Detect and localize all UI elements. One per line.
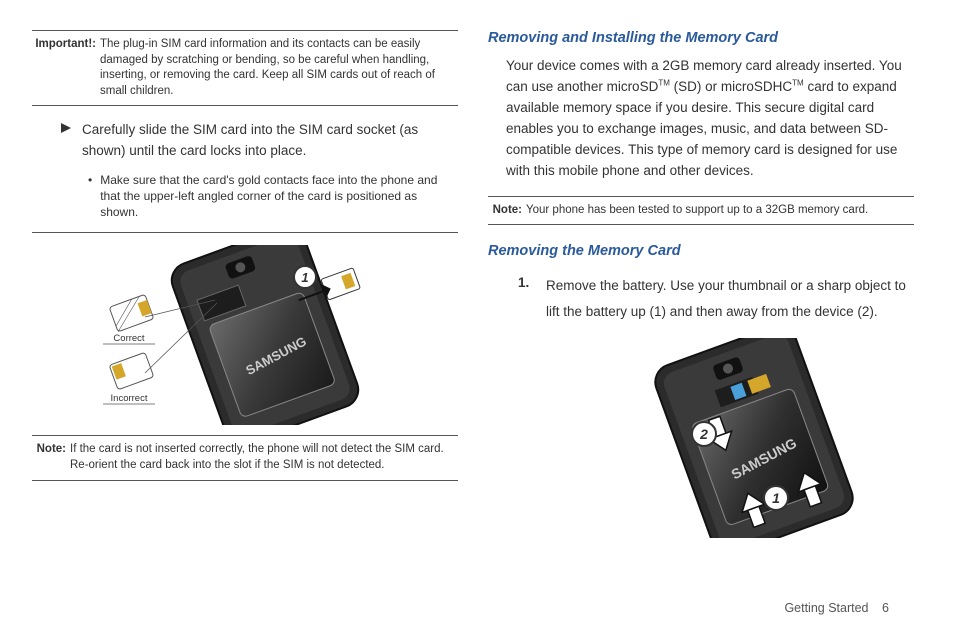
sub-bullet: • Make sure that the card's gold contact… xyxy=(32,172,458,221)
important-text: The plug-in SIM card information and its… xyxy=(100,37,458,99)
bullet-icon: • xyxy=(88,172,92,221)
phone-battery-illustration: SAMSUNG xyxy=(604,338,894,538)
badge-2-right: 2 xyxy=(692,422,716,446)
svg-text:2: 2 xyxy=(699,426,708,442)
manual-page: Important!: The plug-in SIM card informa… xyxy=(0,0,954,595)
left-column: Important!: The plug-in SIM card informa… xyxy=(32,30,458,595)
tm-mark: TM xyxy=(792,78,804,87)
tm-mark: TM xyxy=(658,78,670,87)
intro-paragraph: Your device comes with a 2GB memory card… xyxy=(488,56,914,182)
footer-section: Getting Started xyxy=(784,601,868,615)
step-number: 1. xyxy=(518,273,536,324)
step-text: Carefully slide the SIM card into the SI… xyxy=(82,120,458,162)
heading-remove-install: Removing and Installing the Memory Card xyxy=(488,30,914,46)
page-footer: Getting Started 6 xyxy=(0,595,954,615)
svg-text:1: 1 xyxy=(772,490,780,506)
sub-text: Make sure that the card's gold contacts … xyxy=(100,172,458,221)
note-label-right: Note: xyxy=(488,203,526,219)
footer-page-number: 6 xyxy=(882,601,910,615)
svg-text:1: 1 xyxy=(301,270,308,285)
sim-insert-step: Carefully slide the SIM card into the SI… xyxy=(32,120,458,162)
badge-1: 1 xyxy=(294,266,316,288)
phone-sim-illustration: SAMSUNG 1 xyxy=(95,245,395,425)
note-text-left: If the card is not inserted correctly, t… xyxy=(70,442,458,473)
note-text-right: Your phone has been tested to support up… xyxy=(526,203,914,219)
figure-remove-battery: SAMSUNG xyxy=(488,324,914,538)
note-label-left: Note: xyxy=(32,442,70,473)
step-1-text: Remove the battery. Use your thumbnail o… xyxy=(546,273,914,324)
heading-remove-card: Removing the Memory Card xyxy=(488,243,914,259)
remove-step-1: 1. Remove the battery. Use your thumbnai… xyxy=(488,273,914,324)
note-callout-right: Note: Your phone has been tested to supp… xyxy=(488,196,914,226)
correct-label: Correct xyxy=(113,333,145,344)
important-callout: Important!: The plug-in SIM card informa… xyxy=(32,30,458,106)
important-label: Important!: xyxy=(32,37,100,99)
step-chevron-icon xyxy=(60,122,72,164)
right-column: Removing and Installing the Memory Card … xyxy=(488,30,914,595)
incorrect-label: Incorrect xyxy=(111,393,148,404)
note-callout-left: Note: If the card is not inserted correc… xyxy=(32,436,458,480)
figure-sim-insert: SAMSUNG 1 xyxy=(32,232,458,436)
badge-1-right: 1 xyxy=(764,486,788,510)
